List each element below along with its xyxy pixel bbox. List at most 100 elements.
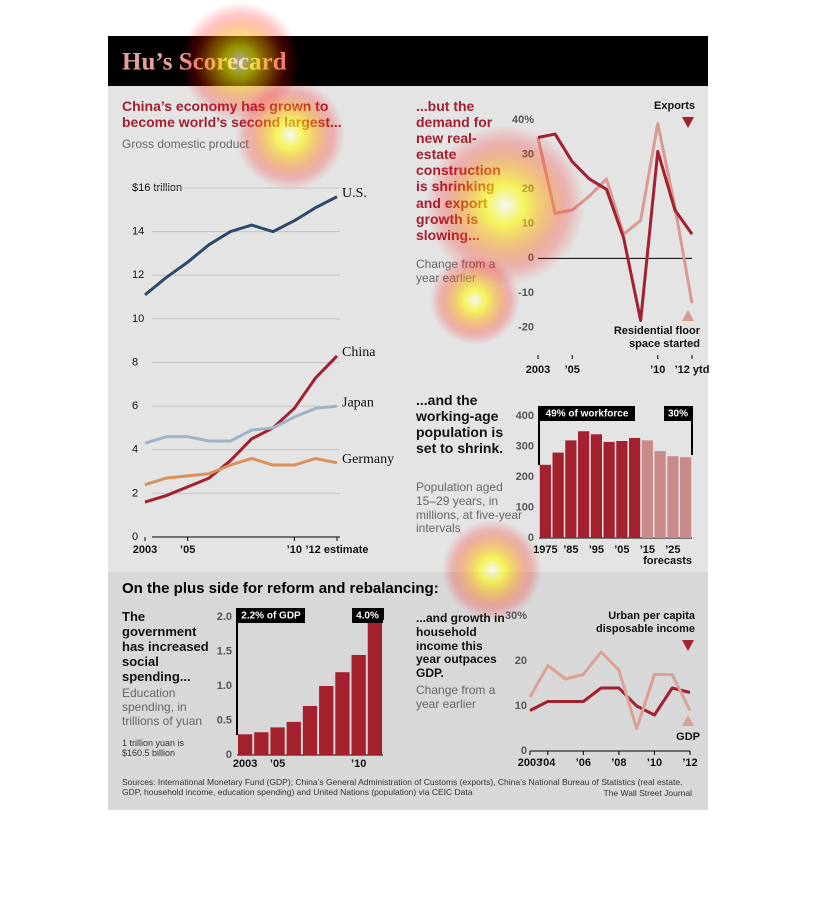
heading: ...but the demand for new real-estate co…	[416, 98, 501, 243]
subtitle: Change from a year earlier	[416, 257, 496, 285]
bar	[654, 451, 666, 538]
y-tick-label: 10	[522, 218, 534, 230]
y-tick-label: 20	[515, 655, 527, 667]
y-tick-label: 10	[515, 700, 527, 712]
series-label: Residential floor space started	[613, 325, 700, 350]
bar	[590, 434, 602, 538]
heading: The government has increased social spen…	[122, 609, 209, 684]
page-title: Hu’s Scorecard	[122, 49, 287, 76]
bar	[270, 727, 285, 755]
heading: ...and the working-age population is set…	[416, 392, 504, 457]
bar	[578, 431, 590, 538]
series-label: Japan	[342, 395, 374, 410]
y-tick-label: 2.0	[217, 611, 232, 623]
subtitle: Change from a year earlier	[416, 683, 496, 711]
bar	[286, 721, 301, 755]
y-tick-label: 0	[226, 749, 232, 761]
x-tick-label: ’10	[647, 757, 662, 769]
y-tick-label: 20	[522, 183, 534, 195]
bar	[351, 654, 366, 755]
x-tick-label: ’05	[270, 758, 285, 770]
annotation-box	[237, 608, 305, 623]
bar	[335, 672, 350, 755]
annotation: 49% of workforce	[546, 409, 629, 420]
bar	[641, 440, 653, 538]
annotation: 2.2% of GDP	[241, 611, 301, 622]
y-tick-label: 2	[132, 487, 138, 499]
credit: The Wall Street Journal	[603, 788, 693, 798]
x-tick-label: ’10	[351, 758, 366, 770]
y-tick-label: 0	[528, 252, 534, 264]
y-tick-label: 14	[132, 226, 144, 238]
y-tick-label: 1.5	[217, 645, 232, 657]
note: 1 trillion yuan is $160.5 billion	[122, 738, 185, 759]
bar	[319, 686, 334, 755]
annotation-box	[539, 406, 635, 421]
annotation: forecasts	[643, 555, 692, 567]
x-tick-label: ’05	[565, 364, 580, 376]
y-tick-label: 30	[522, 149, 534, 161]
series-line	[528, 650, 692, 730]
x-tick-label: 2003	[526, 364, 550, 376]
marker	[682, 640, 694, 651]
x-tick-label: ’95	[589, 544, 604, 556]
bar	[565, 440, 577, 538]
bar	[552, 452, 564, 538]
y-tick-label: 0.5	[217, 714, 232, 726]
bar	[302, 706, 318, 755]
y-tick-label: 200	[516, 471, 534, 483]
x-tick-label: ’10	[287, 544, 302, 556]
bar	[629, 437, 641, 538]
y-tick-label: 12	[132, 269, 144, 281]
x-tick-label: 2003	[133, 544, 157, 556]
series-label: Exports	[654, 100, 695, 112]
annotation-box	[352, 608, 383, 623]
x-tick-label: ’85	[563, 544, 578, 556]
sources: Sources: International Monetary Fund (GD…	[122, 777, 683, 797]
series-label: Germany	[342, 452, 394, 467]
y-tick-label: 400	[516, 410, 534, 422]
y-tick-label: 30%	[505, 610, 527, 622]
y-tick-label: -10	[518, 287, 534, 299]
series-label: China	[342, 345, 376, 360]
x-tick-label: ’08	[611, 757, 626, 769]
bar	[254, 732, 269, 755]
y-tick-label: -20	[518, 321, 534, 333]
annotation: 30%	[668, 409, 688, 420]
subtitle: Population aged 15–29 years, in millions…	[416, 480, 523, 536]
x-tick-label: ’12 ytd	[675, 364, 710, 376]
series-label: Urban per capita disposable income	[595, 610, 695, 635]
series-line	[529, 686, 691, 717]
series-label: U.S.	[342, 186, 367, 201]
marker	[682, 310, 694, 321]
lower-panel	[108, 572, 708, 810]
x-tick-label: ’06	[576, 757, 591, 769]
y-tick-label: 0	[521, 745, 527, 757]
bar	[616, 441, 628, 538]
y-tick-label: 1.0	[217, 680, 232, 692]
x-tick-label: ’12 estimate	[306, 544, 369, 556]
marker	[682, 715, 694, 726]
y-tick-label: 10	[132, 313, 144, 325]
x-tick-label: 2003	[233, 758, 257, 770]
x-tick-label: ’05	[180, 544, 195, 556]
series-line	[144, 354, 339, 504]
x-tick-label: ’04	[540, 757, 556, 769]
series-line	[144, 404, 338, 445]
y-tick-label: 40%	[512, 114, 534, 126]
series-line	[144, 456, 338, 487]
y-tick-label: 100	[516, 501, 534, 513]
x-tick-label: 1975	[533, 544, 557, 556]
x-tick-label: ’25	[665, 544, 680, 556]
bar	[667, 456, 679, 538]
bar	[539, 464, 551, 538]
series-line	[144, 195, 338, 297]
x-tick-label: ’12	[682, 757, 697, 769]
annotation: 4.0%	[356, 611, 379, 622]
heading: ...and growth in household income this y…	[416, 611, 505, 681]
marker	[682, 117, 694, 128]
x-tick-label: 2003	[518, 757, 542, 769]
section-heading: On the plus side for reform and rebalanc…	[122, 580, 439, 597]
